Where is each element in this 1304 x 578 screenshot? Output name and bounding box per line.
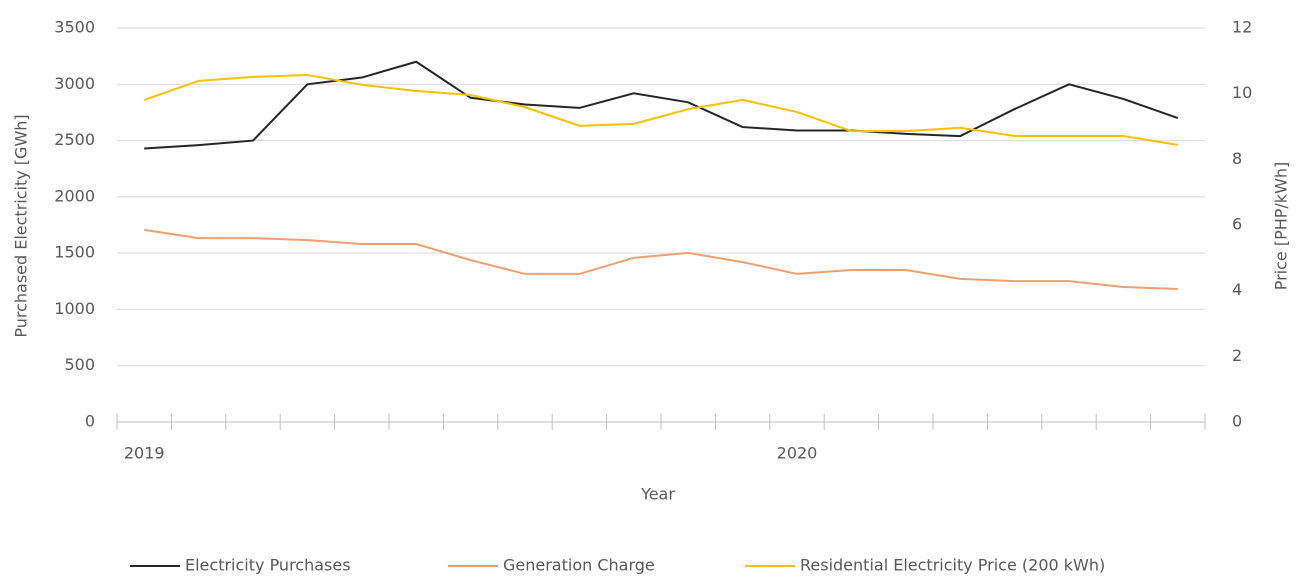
series-line [144,228,1178,291]
y2-tick-label: 6 [1232,215,1242,234]
y-tick-label: 2500 [54,130,95,149]
x-tick-label: 2019 [124,444,165,463]
y2-tick-label: 4 [1232,280,1242,299]
y-tick-label: 3500 [54,18,95,37]
y2-tick-label: 12 [1232,18,1252,37]
x-axis-label: Year [640,485,675,504]
y2-tick-label: 10 [1232,83,1252,102]
y-tick-label: 2000 [54,186,95,205]
y-tick-label: 1500 [54,243,95,262]
series-line [143,73,1178,146]
y2-axis-label: Price [PHP/kWh] [1272,162,1291,291]
y-tick-label: 3000 [54,74,95,93]
y2-tick-label: 2 [1232,346,1242,365]
y-axis-label: Purchased Electricity [GWh] [12,114,31,337]
y-tick-label: 0 [85,412,95,431]
series-line [144,60,1179,150]
y-tick-label: 1000 [54,299,95,318]
legend-label: Residential Electricity Price (200 kWh) [800,556,1105,575]
x-tick-label: 2020 [777,444,818,463]
y2-tick-label: 8 [1232,149,1242,168]
legend-label: Electricity Purchases [185,556,351,575]
y2-tick-label: 0 [1232,412,1242,431]
legend-label: Generation Charge [503,556,655,575]
y-tick-label: 500 [64,355,95,374]
